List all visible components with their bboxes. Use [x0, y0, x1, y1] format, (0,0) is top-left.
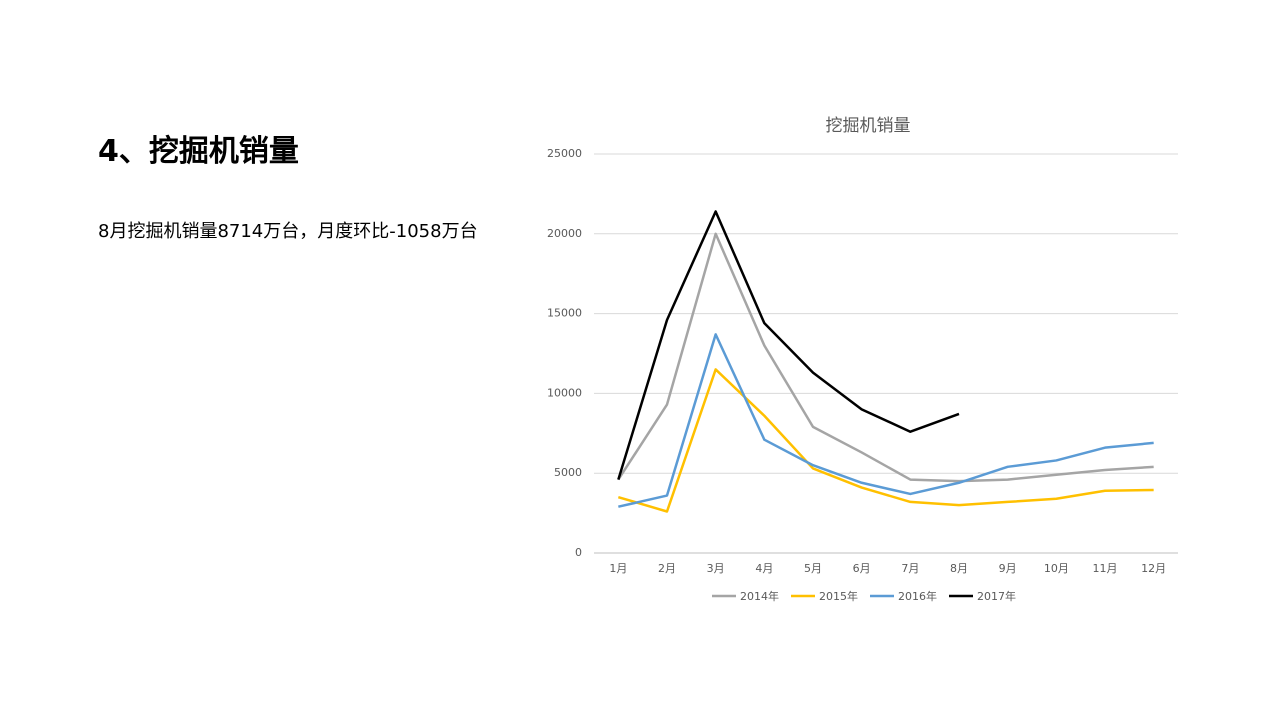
- series-line: [618, 333, 1154, 508]
- series-line: [617, 232, 1154, 483]
- x-tick-label: 7月: [901, 562, 919, 575]
- chart-title: 挖掘机销量: [826, 116, 911, 136]
- slide-heading: 4、挖掘机销量: [98, 134, 299, 169]
- y-tick-label: 15000: [547, 307, 582, 320]
- x-tick-label: 2月: [658, 562, 676, 575]
- series-line: [617, 210, 960, 480]
- slide-body: 8月挖掘机销量8714万台，月度环比-1058万台: [98, 221, 478, 242]
- series-line: [617, 368, 1154, 513]
- x-tick-label: 11月: [1093, 562, 1118, 575]
- x-tick-label: 9月: [999, 562, 1017, 575]
- legend-label: 2014年: [740, 589, 779, 603]
- x-tick-label: 12月: [1141, 562, 1166, 575]
- x-tick-label: 1月: [609, 562, 627, 575]
- x-tick-label: 5月: [804, 562, 822, 575]
- x-tick-label: 4月: [755, 562, 773, 575]
- legend-label: 2015年: [819, 589, 858, 603]
- x-tick-label: 10月: [1044, 562, 1069, 575]
- y-tick-label: 0: [575, 546, 582, 559]
- y-tick-label: 10000: [547, 386, 582, 399]
- y-tick-label: 5000: [554, 466, 582, 479]
- legend-label: 2017年: [977, 589, 1016, 603]
- y-tick-label: 20000: [547, 227, 582, 240]
- y-tick-label: 25000: [547, 147, 582, 160]
- x-tick-label: 6月: [853, 562, 871, 575]
- x-tick-label: 8月: [950, 562, 968, 575]
- x-tick-label: 3月: [707, 562, 725, 575]
- legend-label: 2016年: [898, 589, 937, 603]
